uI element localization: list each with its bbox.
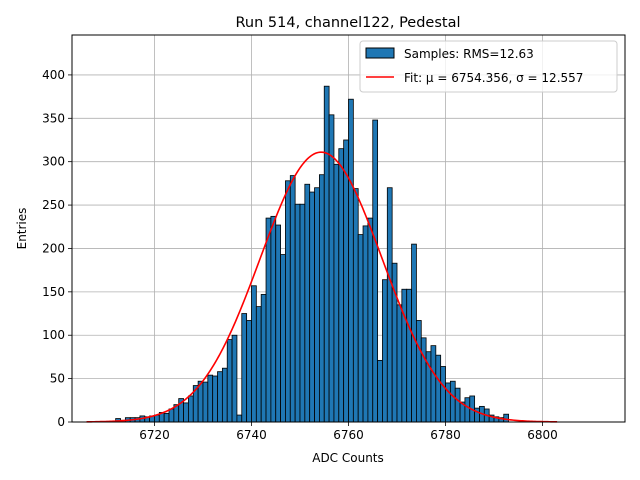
histogram-bar — [372, 119, 379, 423]
chart-title: Run 514, channel122, Pedestal — [235, 15, 460, 31]
histogram-bar — [367, 217, 374, 423]
y-ticks: 0 50 100 150 200 250 300 350 400 — [42, 68, 72, 429]
histogram-bar — [318, 174, 325, 423]
histogram-bar — [221, 367, 228, 423]
histogram-bar — [299, 203, 306, 423]
histogram-bar — [251, 285, 257, 423]
histogram-bar — [212, 375, 218, 423]
histogram-bar — [449, 380, 456, 423]
histogram-bar — [464, 397, 471, 423]
histogram-bar — [328, 114, 335, 423]
x-tick-label: 6760 — [333, 428, 364, 442]
histogram-bar — [294, 203, 301, 423]
histogram-bar — [188, 395, 194, 423]
histogram-bar — [207, 374, 214, 423]
y-tick-label: 200 — [42, 241, 65, 255]
y-tick-label: 100 — [42, 328, 65, 342]
histogram-bar — [226, 339, 233, 423]
legend: Samples: RMS=12.63 Fit: μ = 6754.356, σ … — [359, 40, 618, 93]
histogram-bar — [304, 183, 311, 423]
histogram-bar — [348, 98, 354, 423]
histogram-bar — [217, 371, 223, 423]
histogram-bar — [503, 413, 509, 423]
y-tick-label: 400 — [42, 68, 65, 82]
legend-box — [359, 40, 618, 93]
histogram-bar — [440, 366, 446, 423]
histogram-bar — [197, 380, 204, 423]
x-tick-label: 6780 — [430, 428, 461, 442]
histogram-bar — [280, 254, 286, 423]
histogram-bar — [270, 215, 277, 423]
histogram-bar — [430, 345, 437, 423]
histogram-bar — [260, 294, 267, 423]
histogram-bar — [255, 306, 262, 423]
histogram-bar — [231, 334, 238, 423]
histogram-bar — [333, 163, 340, 423]
histogram-bar — [168, 408, 175, 423]
histogram-bar — [357, 234, 364, 423]
y-tick-label: 0 — [57, 415, 65, 429]
y-axis-label: Entries — [15, 208, 29, 250]
fit-curve — [86, 151, 558, 423]
histogram-bar — [183, 402, 189, 423]
legend-fit-label: Fit: μ = 6754.356, σ = 12.557 — [404, 71, 583, 85]
histogram-bar — [338, 148, 345, 423]
y-tick-label: 250 — [42, 198, 65, 212]
histogram-bar — [352, 188, 359, 423]
histogram-bar — [420, 337, 427, 423]
x-tick-label: 6720 — [139, 428, 170, 442]
fit-curve-layer — [86, 151, 558, 423]
histogram-bar — [265, 217, 272, 423]
histogram-bar — [386, 187, 393, 423]
histogram-bar — [246, 320, 252, 423]
x-axis-label: ADC Counts — [312, 451, 384, 465]
histogram-bar — [241, 313, 248, 423]
histogram-bar — [163, 412, 170, 423]
histogram-bar — [314, 187, 320, 423]
histogram-bar — [285, 180, 291, 423]
histogram-bar — [309, 191, 315, 423]
histogram-bar — [382, 279, 388, 423]
histogram-bar — [343, 139, 349, 423]
histogram-bar — [416, 320, 422, 423]
y-tick-label: 50 — [50, 372, 65, 386]
histogram-bar — [289, 175, 296, 423]
histogram-bar — [323, 85, 330, 423]
histogram-bar — [362, 225, 369, 423]
histogram-bar — [377, 359, 383, 423]
x-tick-label: 6800 — [527, 428, 558, 442]
x-ticks: 6720 6740 6760 6780 6800 — [139, 422, 558, 442]
legend-samples-label: Samples: RMS=12.63 — [404, 47, 534, 61]
histogram-bar — [435, 354, 442, 423]
x-tick-label: 6740 — [236, 428, 267, 442]
histogram-bar — [275, 224, 281, 423]
y-tick-label: 150 — [42, 285, 65, 299]
histogram-bar — [401, 288, 408, 423]
histogram-bar — [236, 414, 243, 423]
histogram-bar — [454, 387, 461, 423]
legend-samples-swatch — [365, 47, 395, 59]
histogram-bar — [202, 381, 209, 423]
y-tick-label: 300 — [42, 155, 65, 169]
histogram-bar — [406, 288, 412, 423]
y-tick-label: 350 — [42, 111, 65, 125]
histogram-bar — [396, 304, 403, 423]
